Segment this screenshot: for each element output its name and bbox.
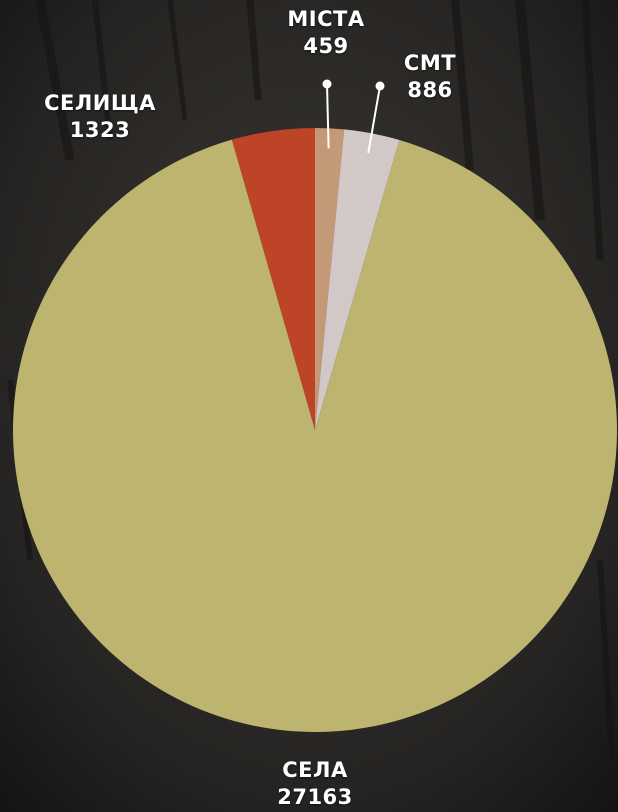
label-mista: МІСТА 459: [266, 6, 386, 60]
label-mista-name: МІСТА: [287, 7, 365, 31]
label-smt-name: СМТ: [403, 51, 457, 75]
label-sela-value: 27163: [277, 785, 353, 809]
slice-selyshcha: [231, 128, 315, 430]
label-selyshcha: СЕЛИЩА 1323: [30, 90, 170, 144]
leader-mista-dot: [322, 79, 332, 89]
label-smt: СМТ 886: [370, 50, 490, 104]
slice-mista: [315, 128, 345, 430]
label-smt-value: 886: [407, 78, 453, 102]
label-sela: СЕЛА 27163: [245, 757, 385, 811]
slice-sela: [12, 139, 617, 733]
leader-mista: [326, 83, 330, 149]
label-mista-value: 459: [303, 34, 349, 58]
slice-smt: [315, 129, 400, 430]
label-selyshcha-name: СЕЛИЩА: [44, 91, 156, 115]
leader-smt-dot: [375, 81, 385, 91]
label-sela-name: СЕЛА: [282, 758, 348, 782]
leader-smt: [367, 85, 381, 154]
label-selyshcha-value: 1323: [69, 118, 131, 142]
